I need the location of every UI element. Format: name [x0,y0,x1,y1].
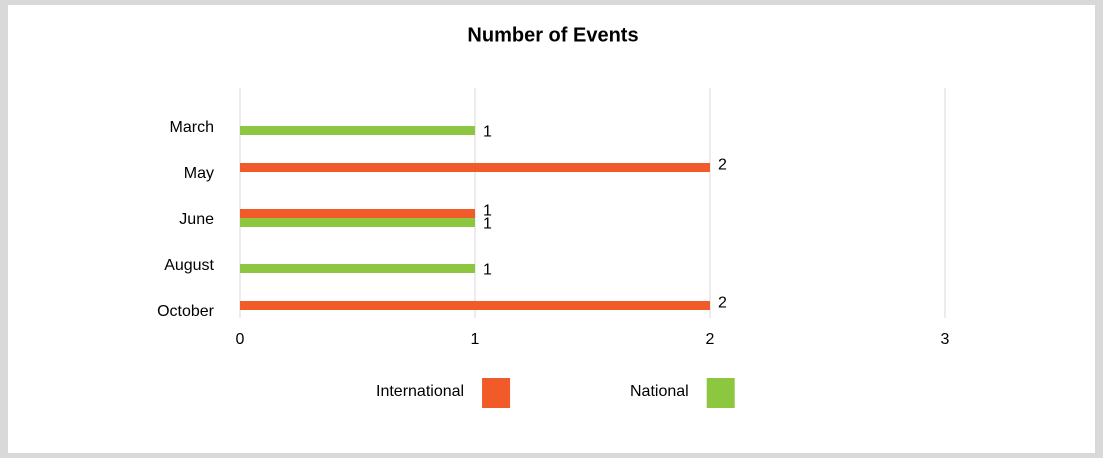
x-tick-label: 2 [706,331,715,348]
bar [240,163,710,172]
y-tick-label: June [179,211,214,228]
chart-panel [8,5,1095,453]
legend-label: National [630,383,689,400]
y-tick-label: August [164,257,214,274]
y-tick-label: March [170,119,214,136]
legend-label: International [376,383,464,400]
y-tick-label: October [157,303,215,320]
bar [240,209,475,218]
y-tick-label: May [184,165,214,182]
x-tick-label: 3 [941,331,950,348]
legend-swatch [706,378,735,408]
bar [240,218,475,227]
bar [240,126,475,135]
legend-swatch [482,378,511,408]
data-label: 2 [718,157,727,174]
data-label: 1 [483,216,492,233]
data-label: 1 [483,203,492,220]
chart-title: Number of Events [467,24,638,46]
bar [240,301,710,310]
data-label: 1 [483,124,492,141]
x-tick-label: 0 [236,331,245,348]
x-tick-label: 1 [471,331,480,348]
bar [240,264,475,273]
data-label: 2 [718,295,727,312]
data-label: 1 [483,262,492,279]
